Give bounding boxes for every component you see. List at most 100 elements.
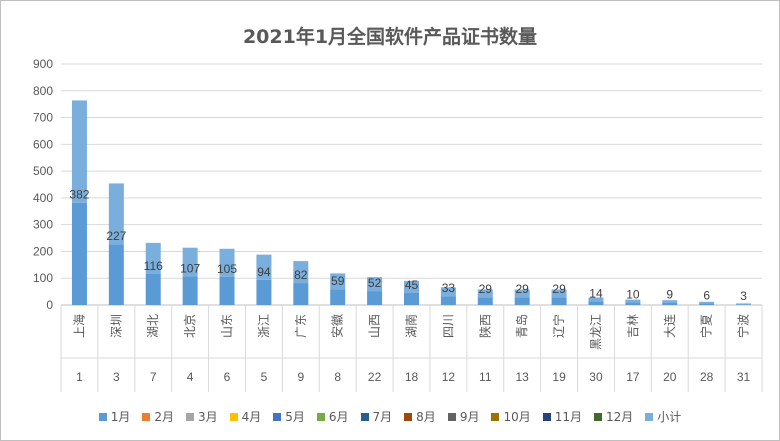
rank-label: 1: [76, 370, 83, 384]
y-tick-label: 600: [33, 137, 53, 151]
data-label: 82: [294, 268, 308, 282]
bar-segment: [256, 254, 272, 280]
legend-item: 7月: [360, 408, 393, 425]
rank-label: 5: [261, 370, 268, 384]
rank-label: 11: [479, 370, 492, 384]
y-tick-label: 900: [33, 57, 53, 71]
legend-item: 10月: [491, 408, 531, 425]
legend-swatch: [360, 412, 369, 421]
legend-label: 2月: [154, 410, 174, 424]
bar-segment: [108, 244, 124, 305]
rank-label: 13: [516, 370, 530, 384]
data-label: 52: [368, 276, 382, 290]
legend-label: 8月: [416, 410, 436, 424]
rank-label: 31: [737, 370, 751, 384]
bar-segment: [588, 301, 604, 305]
legend-item: 12月: [594, 408, 633, 425]
legend-item: 6月: [316, 408, 349, 425]
legend-item: 5月: [273, 408, 305, 425]
category-label: 北京: [183, 314, 197, 338]
category-label: 四川: [441, 314, 455, 338]
data-label: 29: [552, 282, 566, 296]
legend-item: 9月: [447, 408, 480, 425]
legend-label: 5月: [285, 410, 305, 424]
bar-segment: [699, 301, 715, 304]
data-label: 29: [516, 282, 530, 296]
rank-label: 17: [626, 370, 640, 384]
gridlines: [61, 63, 762, 306]
legend: 1月 2月 3月 4月 5月 6月 7月 8月 9月 10月 11月 12月 小计: [0, 408, 780, 425]
bar-segment: [625, 302, 641, 305]
bar-segment: [182, 247, 198, 277]
bar-segment: [145, 242, 161, 274]
legend-label: 9月: [459, 410, 480, 424]
legend-label: 11月: [554, 410, 583, 424]
legend-item: 2月: [142, 408, 174, 425]
bar-segment: [477, 297, 493, 305]
data-label: 105: [217, 262, 237, 276]
rank-label: 7: [150, 370, 157, 384]
category-label: 黑龙江: [589, 314, 603, 350]
bar-segment: [330, 289, 346, 305]
y-tick-label: 100: [33, 271, 53, 285]
bar-segment: [588, 297, 604, 302]
bar-segment: [514, 289, 530, 298]
legend-swatch: [98, 412, 107, 421]
bar-segment: [145, 273, 161, 305]
category-label: 安徽: [330, 314, 345, 338]
bar-segment: [219, 276, 235, 305]
legend-swatch: [447, 412, 456, 421]
category-label: 陕西: [477, 314, 492, 338]
legend-label: 4月: [241, 410, 262, 424]
legend-label: 3月: [197, 410, 218, 424]
category-label: 深圳: [109, 314, 123, 338]
bar-segment: [440, 287, 456, 297]
data-label: 6: [703, 288, 710, 302]
bar-segment: [108, 183, 124, 245]
bar-segment: [477, 289, 493, 298]
legend-label: 7月: [372, 410, 393, 424]
legend-item: 1月: [98, 408, 130, 425]
category-label: 浙江: [257, 314, 271, 338]
data-label: 227: [106, 229, 126, 243]
x-axis: 上海 1 深圳 3 湖北 7 北京 4 山东 6 浙江 5 广东 9 安徽 8 山西 22 湖南 18 四川 12 陕西 11…: [60, 305, 763, 392]
rank-label: 19: [552, 370, 566, 384]
bar-segment: [293, 261, 309, 284]
bar-segment: [182, 276, 198, 305]
y-tick-label: 500: [33, 164, 53, 178]
rank-label: 18: [405, 370, 419, 384]
legend-swatch: [229, 412, 238, 421]
legend-swatch: [185, 412, 194, 421]
legend-label: 6月: [328, 410, 349, 424]
data-label: 116: [144, 259, 163, 273]
category-label: 青岛: [514, 314, 529, 338]
rank-label: 22: [368, 370, 382, 384]
bar-segment: [256, 279, 272, 305]
bar-segment: [662, 302, 678, 305]
category-label: 上海: [71, 314, 86, 338]
y-tick-label: 700: [33, 111, 53, 125]
legend-label: 12月: [606, 410, 634, 424]
category-label: 湖南: [404, 314, 419, 338]
data-label: 9: [666, 288, 673, 302]
y-tick-label: 400: [33, 191, 53, 205]
bar-segment: [330, 273, 346, 290]
rank-label: 30: [589, 370, 603, 384]
bar-segment: [736, 303, 752, 305]
bar-segment: [662, 300, 678, 303]
data-label: 29: [479, 282, 493, 296]
category-label: 辽宁: [551, 314, 566, 338]
legend-item: 4月: [229, 408, 262, 425]
rank-label: 6: [224, 370, 231, 384]
data-labels: 382 227 116 107 105 94 82 59 52 45 33 29 29 29 14 10 9 6 3: [69, 188, 747, 303]
legend-item: 11月: [542, 408, 583, 425]
y-tick-label: 800: [33, 84, 53, 98]
bar-segment: [699, 303, 715, 305]
bars: [71, 100, 752, 305]
data-label: 10: [626, 287, 640, 301]
data-label: 33: [442, 281, 456, 295]
bar-segment: [551, 289, 567, 298]
category-label: 宁波: [736, 314, 751, 338]
legend-swatch: [316, 412, 325, 421]
bar-segment: [404, 292, 419, 305]
